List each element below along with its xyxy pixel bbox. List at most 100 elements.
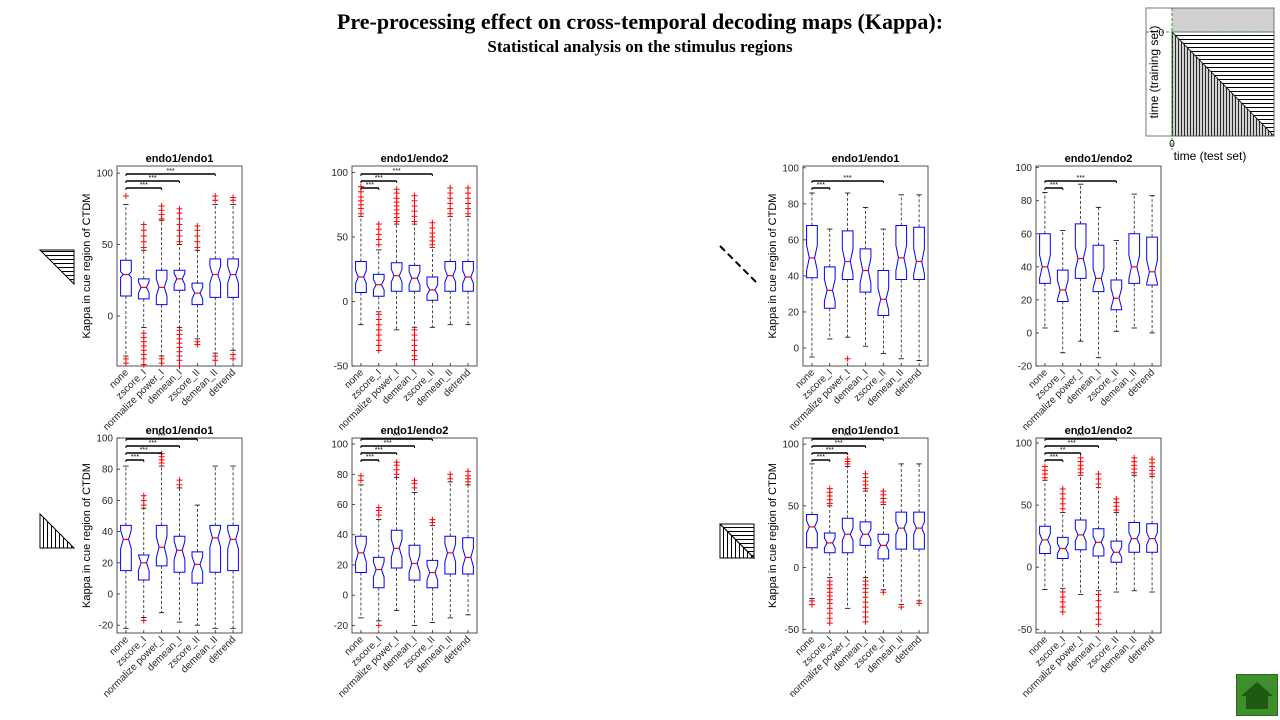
significance-label: *** <box>1050 454 1058 461</box>
outlier-marker <box>429 516 436 523</box>
box-demean_I <box>173 477 186 623</box>
y-tick-label: 0 <box>793 563 799 574</box>
box-normalize-power_I <box>1074 454 1087 595</box>
significance-bracket: *** <box>360 454 380 462</box>
notched-box <box>372 273 385 297</box>
box-zscore_I <box>372 504 385 629</box>
significance-label: *** <box>826 447 834 454</box>
outlier-marker <box>140 233 147 239</box>
notched-box <box>895 511 908 550</box>
boxplot-panels: endo1/endo1 0 50 100 Kappa in cue region of … <box>81 153 1162 700</box>
outlier-marker <box>898 604 905 611</box>
boxplot-panel: endo1/endo1 -50 0 50 100 Kappa in cue region … <box>767 425 929 700</box>
notched-box <box>877 270 890 316</box>
outlier-marker <box>447 200 454 207</box>
outlier-marker <box>140 617 147 624</box>
outlier-marker <box>411 477 418 484</box>
slide-title-line1: Pre-processing effect on cross-temporal … <box>336 9 944 34</box>
outlier-marker <box>465 200 472 207</box>
significance-label: *** <box>366 454 374 461</box>
outlier-marker <box>808 601 815 608</box>
y-axis-label: Kappa in cue region of CTDM <box>81 194 93 339</box>
outlier-marker <box>194 341 201 348</box>
y-tick-label: 0 <box>107 590 113 601</box>
significance-bracket: *** <box>360 182 380 190</box>
outlier-marker <box>1095 471 1102 478</box>
boxplot-panel: endo1/endo1 -20 0 20 40 60 80 100 Kappa in cue r… <box>81 425 243 700</box>
outlier-marker <box>844 455 851 462</box>
box-detrend <box>913 194 925 361</box>
diagonal-dashed-line-icon <box>719 245 757 283</box>
outlier-marker <box>1095 610 1102 617</box>
y-tick-label: 50 <box>337 232 349 243</box>
significance-label: *** <box>817 182 825 189</box>
y-tick-label: 100 <box>331 440 348 451</box>
y-axis-label: Kappa in cue region of CTDM <box>767 463 779 608</box>
notched-box <box>355 535 367 573</box>
box-zscore_II <box>191 504 204 626</box>
box-none <box>355 472 367 619</box>
box-demean_II <box>444 184 457 326</box>
notched-box <box>408 544 421 581</box>
outlier-marker <box>375 241 382 248</box>
outlier-marker <box>375 342 382 349</box>
outlier-marker <box>176 238 183 245</box>
box-normalize-power_I <box>155 203 168 367</box>
significance-label: *** <box>844 433 852 440</box>
notched-box <box>841 517 854 554</box>
outlier-marker <box>411 337 418 344</box>
significance-bracket: *** <box>360 175 398 183</box>
outlier-marker <box>465 205 472 212</box>
notched-box <box>1092 244 1105 293</box>
notched-box <box>191 282 204 306</box>
box-normalize-power_I <box>1074 183 1087 342</box>
outlier-marker <box>140 244 147 251</box>
outlier-marker <box>465 195 472 202</box>
box-demean_II <box>209 193 222 364</box>
notched-box <box>462 261 474 292</box>
outlier-marker <box>375 321 382 328</box>
box-none <box>120 193 132 367</box>
notched-box <box>1056 269 1069 302</box>
notched-box <box>895 225 908 280</box>
outlier-marker <box>447 195 454 202</box>
outlier-marker <box>880 589 887 596</box>
outlier-marker <box>375 504 382 511</box>
box-demean_II <box>209 465 222 629</box>
significance-bracket: *** <box>811 454 831 462</box>
inset-xlabel: time (test set) <box>1174 149 1247 163</box>
y-axis-label: Kappa in cue region of CTDM <box>767 194 779 339</box>
notched-box <box>1110 540 1123 563</box>
y-tick-label: -50 <box>334 362 349 373</box>
box-normalize-power_I <box>841 192 854 362</box>
boxplot-panel: endo1/endo1 0 50 100 Kappa in cue region of … <box>81 153 243 433</box>
outlier-marker <box>375 236 382 243</box>
outlier-marker <box>140 492 147 499</box>
significance-label: *** <box>131 454 139 461</box>
panel-title: endo1/endo2 <box>381 153 449 165</box>
notched-box <box>1039 233 1051 284</box>
y-tick-label: 0 <box>793 343 799 354</box>
significance-label: *** <box>149 440 157 447</box>
home-button[interactable] <box>1236 674 1278 716</box>
outlier-marker <box>411 347 418 354</box>
y-tick-label: 80 <box>102 465 114 476</box>
significance-bracket: *** <box>811 175 884 183</box>
outlier-marker <box>212 193 219 199</box>
notched-box <box>913 226 925 280</box>
significance-label: *** <box>1077 433 1085 440</box>
significance-label: *** <box>844 175 852 182</box>
outlier-marker <box>826 485 833 492</box>
significance-label: *** <box>158 433 166 440</box>
y-tick-label: 40 <box>337 530 349 541</box>
y-tick-label: 80 <box>1021 196 1033 207</box>
box-none <box>806 463 818 608</box>
significance-label: *** <box>1068 440 1076 447</box>
outlier-marker <box>140 355 147 362</box>
outlier-marker <box>357 210 364 217</box>
box-demean_II <box>1128 193 1141 329</box>
box-demean_I <box>1092 206 1105 359</box>
outlier-marker <box>880 488 887 495</box>
notched-box <box>1146 236 1158 286</box>
significance-label: *** <box>393 168 401 175</box>
